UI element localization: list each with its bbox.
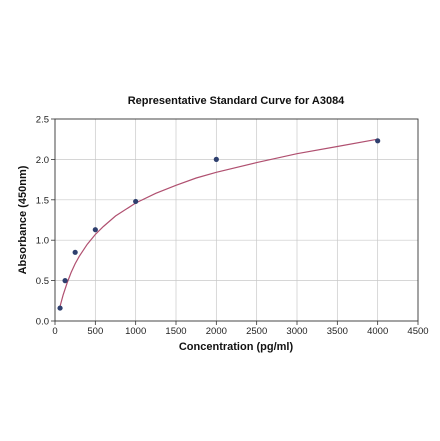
y-tick-label: 2.5 [36, 115, 49, 126]
y-tick-label: 1.5 [36, 195, 49, 206]
data-point [213, 156, 219, 162]
y-tick-label: 2.0 [36, 155, 49, 166]
y-axis-label: Absorbance (450nm) [17, 165, 29, 274]
x-tick-label: 2500 [246, 326, 267, 337]
x-tick-label: 3500 [327, 326, 348, 337]
x-axis-ticks: 0 500 1000 1500 2000 2500 3000 3500 4000 4500 [52, 321, 429, 337]
data-point [72, 249, 78, 255]
x-tick-label: 0 [52, 326, 57, 337]
x-tick-label: 4500 [407, 326, 428, 337]
x-tick-label: 1500 [165, 326, 186, 337]
x-axis-label: Concentration (pg/ml) [179, 341, 294, 353]
y-axis-ticks: 0.0 0.5 1.0 1.5 2.0 2.5 [36, 115, 55, 328]
y-tick-label: 0.0 [36, 317, 49, 328]
plot-frame [54, 118, 419, 322]
chart-title: Representative Standard Curve for A3084 [128, 95, 345, 107]
x-tick-label: 4000 [367, 326, 388, 337]
x-tick-label: 3000 [286, 326, 307, 337]
y-tick-label: 1.0 [36, 236, 49, 247]
x-tick-label: 1000 [125, 326, 146, 337]
x-tick-label: 500 [87, 326, 103, 337]
data-point-layer [57, 138, 381, 311]
data-point [92, 227, 98, 233]
data-point [375, 138, 381, 144]
grid-layer [55, 119, 418, 321]
data-point [62, 278, 68, 284]
y-tick-label: 0.5 [36, 276, 49, 287]
data-point [57, 305, 63, 311]
data-point [133, 198, 139, 205]
fit-curve [59, 138, 378, 307]
x-tick-label: 2000 [206, 326, 227, 337]
fit-curve-layer [59, 138, 378, 307]
